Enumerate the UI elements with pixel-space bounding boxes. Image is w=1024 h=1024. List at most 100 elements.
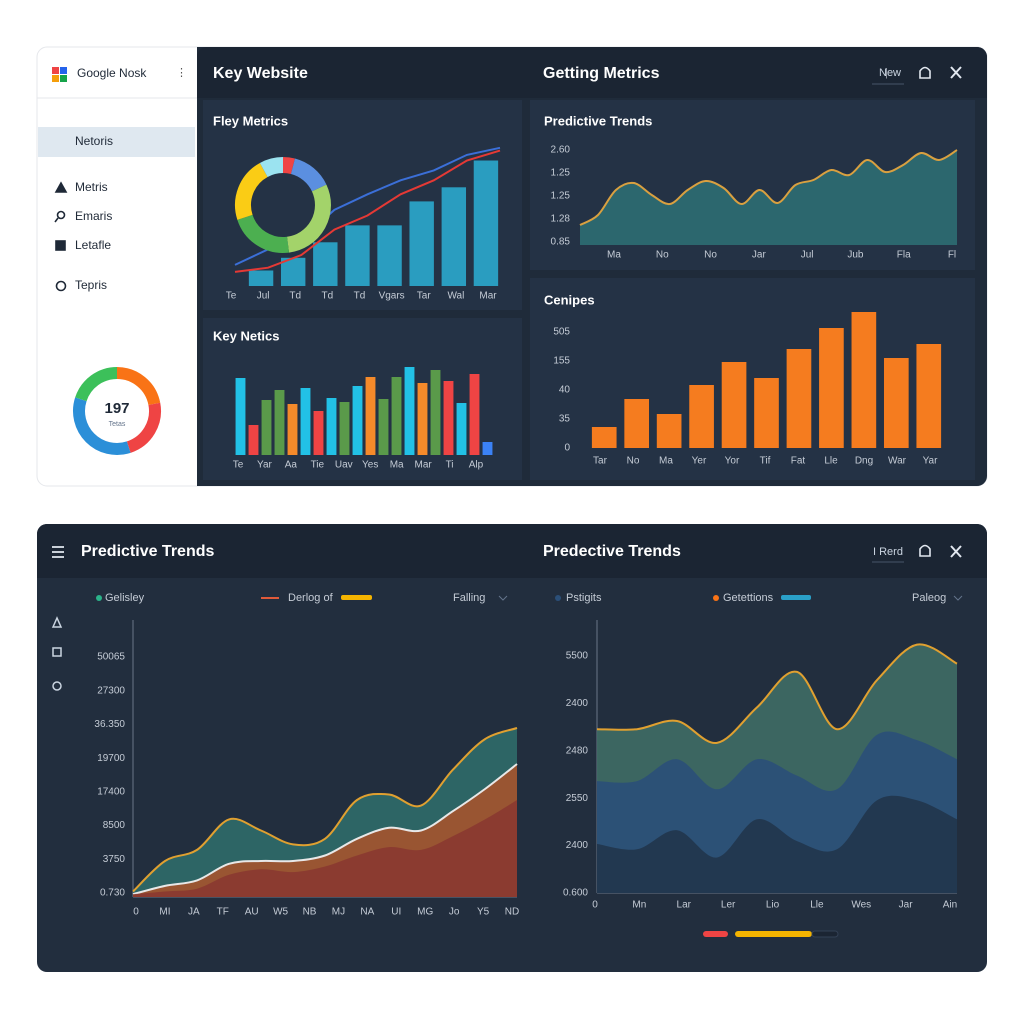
legend-bar: [781, 595, 811, 600]
x-axis-label: Wal: [447, 291, 464, 302]
y-axis-label: 2480: [566, 745, 589, 756]
bell-icon[interactable]: [919, 544, 931, 557]
donut-segment: [286, 184, 331, 253]
x-axis-label: Ain: [943, 900, 957, 911]
x-axis-label: UI: [391, 907, 401, 918]
x-axis-label: Yes: [362, 460, 378, 471]
bar: [721, 362, 747, 448]
menu-active: [38, 127, 195, 157]
top-header-edge: [197, 80, 987, 98]
trend-line: [234, 149, 501, 273]
x-axis-label: MI: [159, 907, 170, 918]
donut-segment: [259, 157, 284, 178]
y-axis-label: 0.600: [563, 888, 588, 899]
bar: [404, 367, 415, 455]
x-axis-label: Alp: [469, 460, 484, 471]
y-axis-label: 155: [553, 356, 570, 367]
x-axis-label: Yor: [725, 456, 740, 467]
area-line: [579, 149, 958, 226]
y-axis-label: 17400: [97, 786, 125, 797]
bar: [248, 425, 259, 455]
y-axis-label: 50065: [97, 652, 125, 663]
x-axis-label: Jar: [752, 250, 767, 261]
header-title: Key Website: [213, 65, 308, 82]
hamburger-icon[interactable]: [52, 546, 64, 558]
x-axis-label: Mar: [414, 460, 432, 471]
panel-title: Predictive Trends: [544, 113, 652, 128]
x-axis-label: Tar: [417, 291, 432, 302]
bar: [274, 390, 285, 455]
new-button[interactable]: New: [879, 67, 901, 79]
bar: [235, 378, 246, 455]
bar: [819, 328, 844, 448]
x-axis-label: No: [704, 250, 717, 261]
bar: [430, 370, 441, 455]
x-axis-label: Jul: [257, 291, 270, 302]
legend-item: Falling: [453, 592, 485, 604]
x-axis-label: MG: [417, 907, 433, 918]
bar: [339, 402, 350, 455]
bar: [473, 160, 499, 286]
y-axis-label: 2400: [566, 698, 589, 709]
y-axis-label: 3750: [103, 854, 126, 865]
bar: [352, 386, 363, 455]
x-axis-label: Y5: [477, 907, 490, 918]
donut-segment: [282, 157, 295, 175]
bar: [300, 388, 311, 455]
bar: [689, 385, 714, 448]
donut-segment: [75, 367, 118, 402]
legend-marker: [555, 595, 561, 601]
bar: [417, 383, 428, 455]
x-axis-label: Ti: [446, 460, 454, 471]
x-axis-label: Yar: [257, 460, 272, 471]
y-axis-label: 36.350: [94, 719, 125, 730]
x-axis-label: Ler: [721, 900, 736, 911]
bar: [456, 403, 467, 455]
x-axis-label: Ma: [659, 456, 673, 467]
menu-item: Emaris: [75, 209, 112, 223]
close-icon[interactable]: [950, 545, 962, 558]
x-axis-label: Lle: [824, 456, 838, 467]
x-axis-label: Fl: [948, 250, 956, 261]
panel-title: Key Netics: [213, 328, 279, 343]
y-axis-label: 0.85: [551, 237, 571, 248]
x-axis-label: Dng: [855, 456, 873, 467]
brand: Google Nosk: [77, 66, 147, 80]
donut-segment: [126, 402, 161, 453]
x-axis-label: Lio: [766, 900, 780, 911]
bell-icon[interactable]: [919, 66, 931, 79]
area: [133, 800, 517, 897]
y-axis-label: 2550: [566, 793, 589, 804]
bar: [261, 400, 272, 455]
x-axis-label: Td: [289, 291, 301, 302]
bar: [441, 187, 467, 286]
x-axis-label: No: [656, 250, 669, 261]
read-button[interactable]: I Rerd: [873, 546, 903, 558]
menu-dots[interactable]: ⋮: [176, 67, 187, 79]
y-axis-label: 1.28: [551, 214, 571, 225]
bar: [851, 312, 877, 448]
area: [597, 795, 957, 893]
donut-segment: [290, 158, 327, 192]
side-icons: [51, 616, 63, 691]
x-axis-label: Ma: [607, 250, 621, 261]
y-axis-label: 0.730: [100, 888, 125, 899]
divider-mark: |: [885, 67, 888, 79]
bottom-header-edge: [37, 560, 987, 578]
y-axis-label: 1.25: [551, 191, 571, 202]
x-axis-label: Jul: [801, 250, 814, 261]
bar: [365, 377, 376, 455]
x-axis-label: War: [888, 456, 907, 467]
area-line: [596, 643, 958, 744]
y-axis-label: 505: [553, 327, 570, 338]
x-axis-label: Yar: [923, 456, 938, 467]
panel-title: Cenipes: [544, 292, 595, 307]
x-axis-label: W5: [273, 907, 288, 918]
legend-bar: [341, 595, 372, 600]
close-icon[interactable]: [950, 66, 962, 79]
donut-segment: [116, 367, 161, 406]
bar: [482, 442, 493, 455]
bar: [469, 374, 480, 455]
x-axis-label: Tif: [760, 456, 771, 467]
range-slider[interactable]: [703, 930, 839, 938]
